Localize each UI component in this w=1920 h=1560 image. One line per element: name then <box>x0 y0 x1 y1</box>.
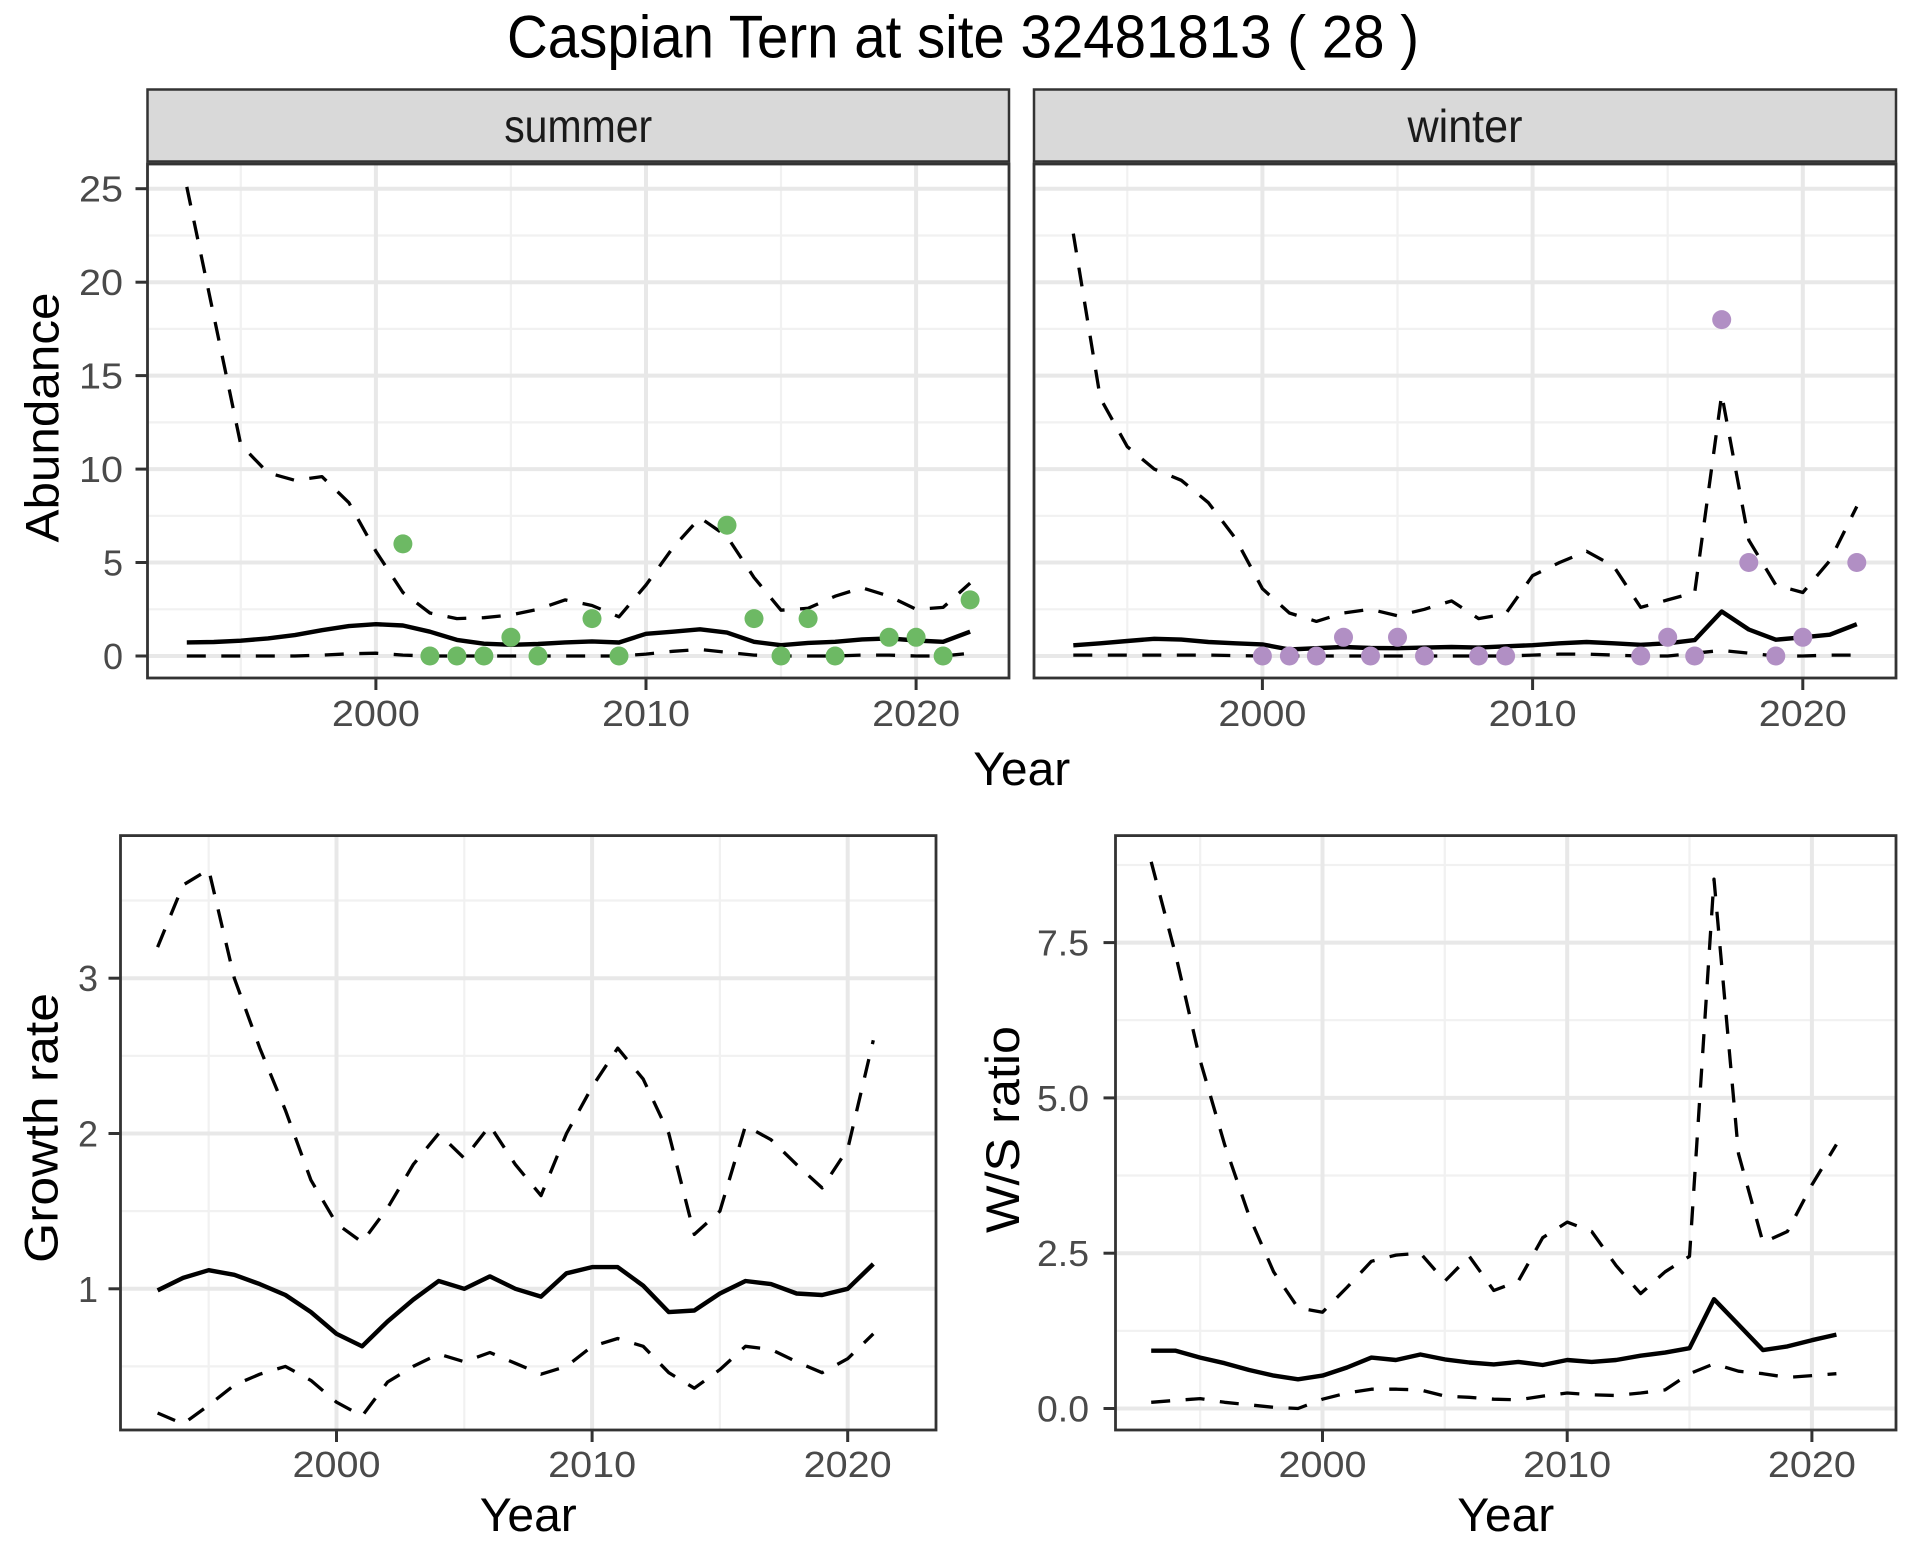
svg-text:Caspian Tern at site 32481813: Caspian Tern at site 32481813 ( 28 ) <box>507 4 1419 71</box>
svg-text:winter: winter <box>1407 100 1523 152</box>
svg-text:25: 25 <box>79 169 123 210</box>
svg-text:10: 10 <box>79 449 123 490</box>
svg-text:2020: 2020 <box>1759 693 1847 734</box>
svg-text:2.5: 2.5 <box>1037 1233 1089 1274</box>
svg-text:2020: 2020 <box>804 1444 892 1485</box>
svg-text:20: 20 <box>79 262 123 303</box>
svg-text:5.0: 5.0 <box>1037 1078 1089 1119</box>
svg-text:Growth rate: Growth rate <box>15 993 68 1263</box>
svg-text:0: 0 <box>103 636 123 677</box>
svg-text:2010: 2010 <box>1489 693 1577 734</box>
svg-text:2010: 2010 <box>602 693 690 734</box>
svg-text:3: 3 <box>78 958 98 999</box>
svg-text:2020: 2020 <box>1768 1444 1856 1485</box>
svg-text:2: 2 <box>78 1114 98 1155</box>
svg-text:Year: Year <box>480 1488 577 1541</box>
svg-text:Year: Year <box>973 742 1070 795</box>
svg-text:2010: 2010 <box>1523 1444 1611 1485</box>
svg-text:15: 15 <box>79 356 123 397</box>
svg-text:2000: 2000 <box>293 1444 381 1485</box>
svg-text:2000: 2000 <box>1279 1444 1367 1485</box>
svg-text:Year: Year <box>1457 1488 1554 1541</box>
svg-text:2020: 2020 <box>872 693 960 734</box>
svg-text:2010: 2010 <box>548 1444 636 1485</box>
svg-text:summer: summer <box>504 100 652 152</box>
svg-text:1: 1 <box>78 1269 98 1310</box>
svg-text:Abundance: Abundance <box>16 293 69 543</box>
svg-text:2000: 2000 <box>332 693 420 734</box>
svg-text:0.0: 0.0 <box>1037 1389 1089 1430</box>
svg-text:W/S ratio: W/S ratio <box>976 1026 1029 1233</box>
svg-text:2000: 2000 <box>1218 693 1306 734</box>
svg-text:5: 5 <box>103 543 123 584</box>
svg-text:7.5: 7.5 <box>1037 923 1089 964</box>
